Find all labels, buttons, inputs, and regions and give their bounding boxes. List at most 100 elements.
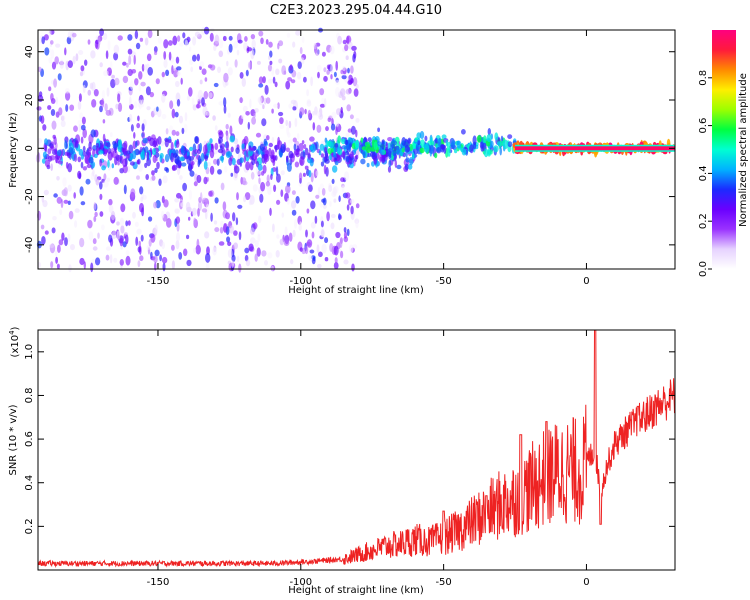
heatmap-cell: [203, 176, 208, 185]
heatmap-cell: [148, 216, 153, 222]
heatmap-cell: [61, 232, 65, 241]
heatmap-cell: [317, 71, 320, 79]
heatmap-cell: [255, 132, 262, 138]
heatmap-cell: [479, 141, 484, 149]
heatmap-cell: [275, 166, 279, 176]
heatmap-cell: [64, 237, 68, 247]
heatmap-cell: [235, 147, 240, 155]
heatmap-cell: [241, 114, 245, 120]
heatmap-cell: [299, 156, 305, 167]
heatmap-cell: [153, 137, 157, 148]
heatmap-cell: [108, 198, 113, 206]
heatmap-cell: [204, 154, 209, 161]
heatmap-cell: [287, 132, 291, 138]
heatmap-cell: [308, 170, 312, 178]
heatmap-cell: [193, 181, 198, 187]
heatmap-cell: [195, 244, 201, 255]
heatmap-cell: [334, 257, 338, 264]
heatmap-cell: [272, 155, 277, 161]
heatmap-cell: [310, 143, 316, 153]
heatmap-cell: [112, 150, 118, 159]
heatmap-cell: [352, 77, 358, 87]
heatmap-cell: [120, 225, 125, 234]
heatmap-cell: [139, 186, 144, 195]
heatmap-cell: [134, 221, 139, 227]
heatmap-cell: [309, 145, 313, 151]
heatmap-cell: [185, 201, 191, 212]
heatmap-cell: [122, 158, 128, 168]
heatmap-cell: [48, 28, 52, 38]
heatmap-cell: [175, 80, 180, 88]
heatmap-cell: [304, 147, 309, 156]
heatmap-cell: [213, 158, 218, 165]
heatmap-cell: [113, 176, 119, 185]
heatmap-cell: [70, 244, 75, 251]
heatmap-cell: [67, 233, 71, 242]
heatmap-cell: [323, 67, 327, 73]
heatmap-cell: [174, 154, 180, 165]
heatmap-cell: [332, 187, 337, 196]
heatmap-cell: [274, 81, 278, 88]
heatmap-cell: [59, 209, 63, 216]
heatmap-cell: [236, 255, 240, 263]
heatmap-cell: [87, 39, 91, 45]
heatmap-cell: [79, 186, 84, 196]
snr-x-label: Height of straight line (km): [288, 585, 424, 596]
heatmap-cell: [203, 144, 208, 155]
colorbar-tick-label: 0.4: [698, 165, 709, 181]
heatmap-cell: [174, 208, 178, 214]
heatmap-cell: [50, 163, 53, 171]
heatmap-cell: [94, 211, 98, 217]
heatmap-cell: [168, 139, 172, 144]
heatmap-cell: [269, 207, 272, 216]
heatmap-cell: [82, 166, 88, 171]
heatmap-cell: [99, 62, 103, 68]
heatmap-cell: [42, 124, 47, 131]
heatmap-cell: [288, 150, 294, 159]
heatmap-cell: [110, 78, 116, 89]
heatmap-cell: [304, 245, 309, 255]
heatmap-cell: [191, 150, 196, 158]
heatmap-cell: [75, 53, 79, 62]
heatmap-cell: [184, 39, 189, 47]
heatmap-cell: [271, 67, 275, 76]
colorbar-tick-label: 0.0: [698, 261, 709, 277]
heatmap-cell: [128, 55, 132, 66]
heatmap-cell: [42, 151, 47, 159]
heatmap-cell: [308, 184, 313, 192]
heatmap-cell: [77, 101, 82, 110]
heatmap-cell: [75, 140, 79, 149]
heatmap-cell: [95, 142, 99, 148]
heatmap-cell: [310, 172, 314, 183]
heatmap-cell: [102, 119, 106, 124]
heatmap-cell: [354, 155, 358, 163]
heatmap-cell: [67, 163, 73, 173]
heatmap-cell: [171, 260, 175, 270]
heatmap-cell: [241, 143, 245, 150]
heatmap-cell: [133, 54, 136, 65]
heatmap-cell: [352, 53, 356, 63]
heatmap-x-ticks: -150 -100 -50 0: [147, 30, 590, 287]
heatmap-cell: [194, 136, 199, 144]
heatmap-cell: [285, 80, 291, 90]
heatmap-cell: [303, 76, 307, 83]
heatmap-cell: [376, 141, 382, 147]
heatmap-cell: [172, 35, 178, 46]
heatmap-cell: [441, 134, 447, 140]
heatmap-cell: [270, 173, 273, 180]
heatmap-cell: [161, 93, 166, 103]
heatmap-cell: [145, 174, 149, 180]
heatmap-cell: [295, 30, 301, 36]
heatmap-cell: [80, 154, 85, 160]
heatmap-cell: [270, 149, 275, 156]
heatmap-cell: [335, 127, 338, 135]
heatmap-cell: [119, 237, 124, 247]
heatmap-cell: [182, 182, 188, 192]
heatmap-cell: [105, 246, 111, 251]
heatmap-cell: [360, 158, 366, 165]
heatmap-cell: [126, 62, 129, 68]
heatmap-cell: [339, 239, 343, 249]
y-tick-label: 0.4: [24, 475, 35, 491]
heatmap-cell: [230, 172, 234, 177]
heatmap-cell: [50, 109, 56, 116]
